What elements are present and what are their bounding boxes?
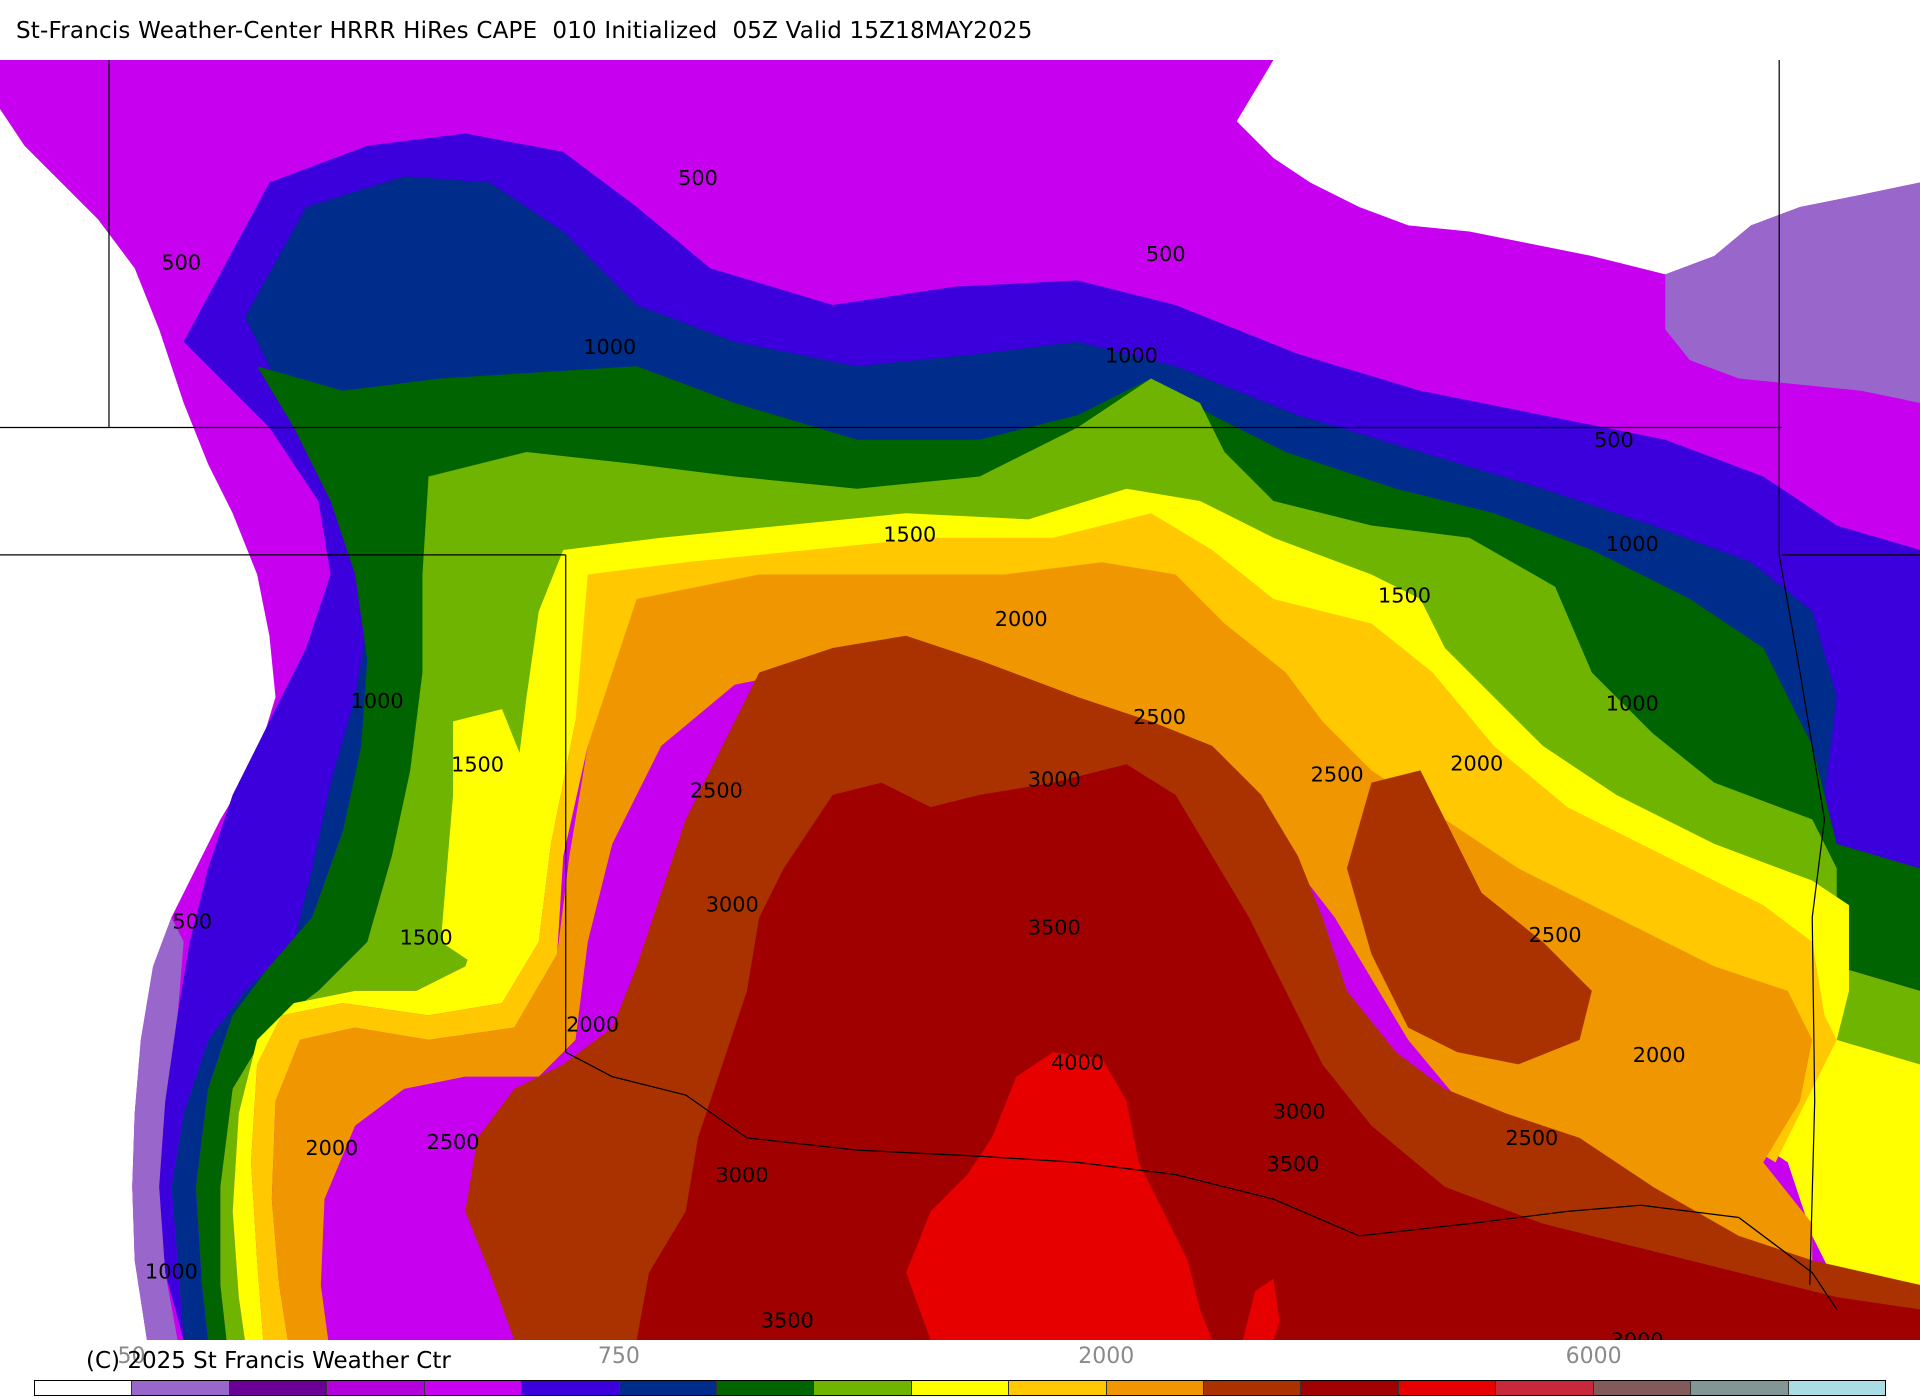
cape-band-gold (251, 513, 1837, 1340)
contour-label: 500 (172, 909, 212, 933)
cape-band-red (906, 1052, 1213, 1340)
colorbar-swatch (1301, 1381, 1399, 1395)
cape-band-brown-east (1346, 770, 1592, 1065)
contour-label: 3500 (761, 1309, 814, 1333)
colorbar-swatch (911, 1381, 1010, 1395)
contour-label: 2500 (1133, 705, 1186, 729)
contour-label: 500 (678, 166, 718, 190)
contour-label: 1000 (1606, 691, 1659, 715)
cape-map: 500 500 500 500 500 1000 1000 1000 1000 1000 1000 1… (0, 60, 1920, 1340)
contour-label: 500 (1146, 242, 1186, 266)
contour-label: 2500 (1311, 762, 1364, 786)
colorbar-tick-label: 50 (117, 1344, 146, 1369)
contour-label: 2000 (566, 1012, 619, 1036)
contour-label: 3000 (716, 1163, 769, 1187)
contour-label: 2000 (1450, 751, 1503, 775)
contour-label: 1000 (351, 689, 404, 713)
contour-label: 1000 (145, 1260, 198, 1284)
copyright-text: (C) 2025 St Francis Weather Ctr (86, 1348, 451, 1374)
colorbar-swatch (619, 1381, 717, 1395)
no-cape-west (0, 108, 276, 1340)
contour-label: 3500 (1028, 916, 1081, 940)
colorbar-swatch (522, 1381, 620, 1395)
contour-label: 3000 (706, 892, 759, 916)
contour-label: 1000 (1606, 532, 1659, 556)
colorbar-swatch (1106, 1381, 1205, 1395)
colorbar-swatch (1398, 1381, 1497, 1395)
contour-label: 1500 (451, 753, 504, 777)
cape-band-yellow-west (440, 709, 539, 967)
contour-label: 3000 (1611, 1328, 1664, 1340)
cape-band-red-east (1242, 1278, 1280, 1340)
colorbar-swatch (1593, 1381, 1692, 1395)
colorbar-swatch (716, 1381, 815, 1395)
no-cape-northeast (1665, 182, 1920, 403)
colorbar-swatch (35, 1381, 133, 1395)
no-cape-north (1236, 60, 1920, 275)
colorbar-swatch (1788, 1381, 1886, 1395)
contour-label: 2500 (427, 1130, 480, 1154)
contour-label: 500 (1594, 428, 1634, 452)
contour-label: 2000 (1633, 1043, 1686, 1067)
colorbar-tick-label: 750 (597, 1344, 640, 1369)
map-title: St-Francis Weather-Center HRRR HiRes CAP… (16, 18, 1033, 44)
contour-label: 4000 (1051, 1050, 1104, 1074)
colorbar-swatch (424, 1381, 523, 1395)
colorbar-tick-label: 2000 (1078, 1344, 1135, 1369)
contour-label: 500 (161, 250, 201, 274)
colorbar-swatch (229, 1381, 328, 1395)
contour-label: 2500 (690, 778, 743, 802)
colorbar-swatch (814, 1381, 912, 1395)
cape-band-yellow (232, 488, 1920, 1340)
colorbar-swatch (1204, 1381, 1302, 1395)
contour-label: 2000 (995, 607, 1048, 631)
colorbar-swatch (327, 1381, 425, 1395)
colorbar-swatch (1691, 1381, 1789, 1395)
contour-label: 2000 (305, 1136, 358, 1160)
contour-label: 1500 (1378, 584, 1431, 608)
map-borders (0, 60, 1920, 1310)
contour-label: 1000 (583, 335, 636, 359)
colorbar-swatch (1009, 1381, 1107, 1395)
purple-edge-west (132, 917, 184, 1340)
colorbar-tick-label: 6000 (1565, 1344, 1622, 1369)
colorbar-swatch (132, 1381, 230, 1395)
contour-label: 1500 (883, 522, 936, 546)
contour-label: 2500 (1505, 1126, 1558, 1150)
cape-field (0, 60, 1920, 1340)
contour-label: 2500 (1529, 923, 1582, 947)
contour-labels: 500 500 500 500 500 1000 1000 1000 1000 1000 1000 1… (145, 166, 1686, 1340)
contour-label: 3500 (1267, 1152, 1320, 1176)
colorbar-swatch (1496, 1381, 1594, 1395)
contour-label: 3000 (1028, 767, 1081, 791)
contour-label: 1500 (400, 925, 453, 949)
contour-label: 3000 (1273, 1099, 1326, 1123)
contour-label: 1000 (1105, 344, 1158, 368)
colorbar (34, 1380, 1886, 1396)
